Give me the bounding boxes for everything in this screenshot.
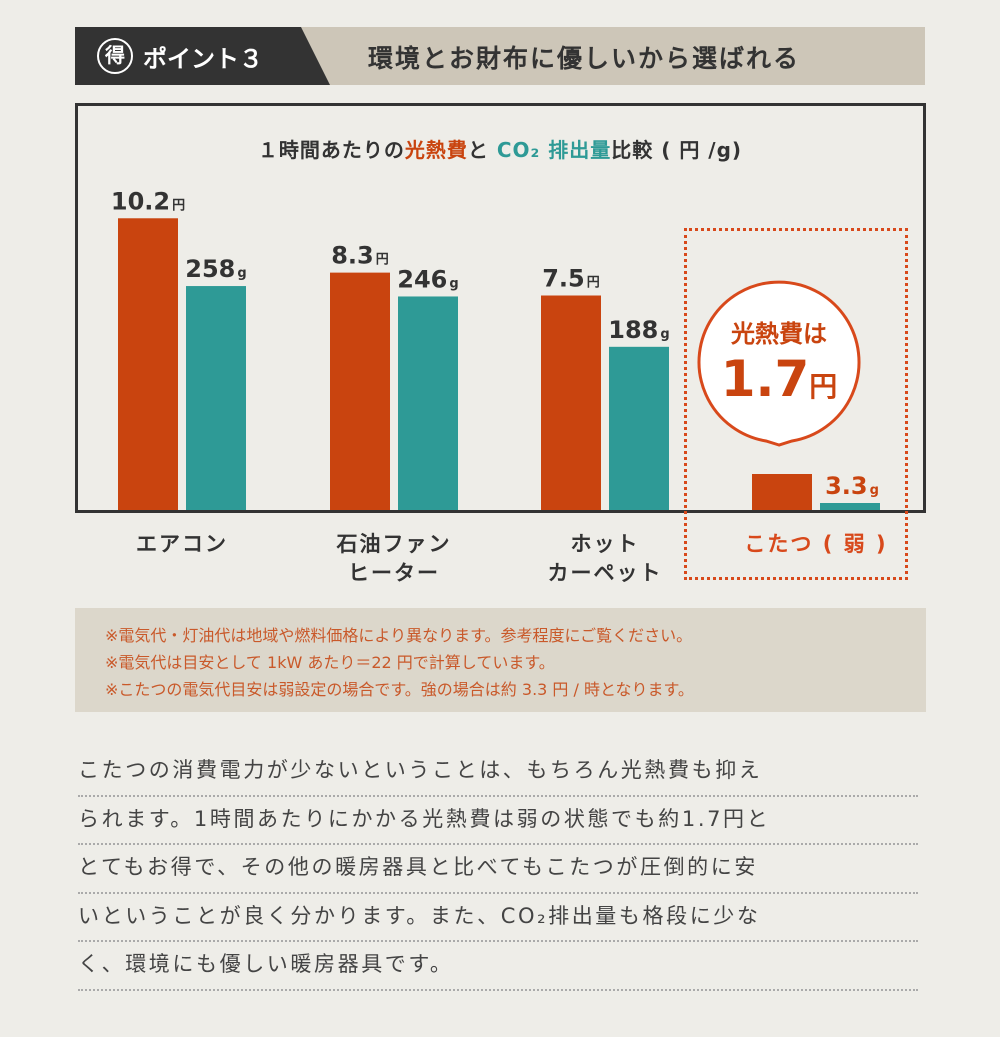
bar [609,346,669,510]
note: ※こたつの電気代目安は弱設定の場合です。強の場合は約 3.3 円 / 時となりま… [105,680,694,699]
chart-frame [75,103,926,513]
data-label: 246 g [397,265,458,293]
bar [820,503,880,510]
bar [752,474,812,510]
category-label: ホット カーペット [547,532,663,585]
title-suffix: 比較 ( 円 /g) [611,138,743,162]
paragraph-line: く、環境にも優しい暖房器具です。 [78,942,918,991]
paragraph-line: こたつの消費電力が少ないということは、もちろん光熱費も抑え [78,748,918,797]
title-mid: と [467,138,497,162]
data-label: 3.3 g [825,472,879,500]
notes-box: ※電気代・灯油代は地域や燃料価格により異なります。参考程度にご覧ください。 ※電… [75,608,926,712]
data-label: 8.3 円 [331,242,389,270]
category-label: エアコン [136,532,228,556]
body-paragraph: こたつの消費電力が少ないということは、もちろん光熱費も抑え られます。1時間あた… [78,748,918,991]
note: ※電気代は目安として 1kW あたり＝22 円で計算しています。 [105,653,555,672]
callout-number: 1.7 [720,350,810,408]
title-co2: CO₂ 排出量 [496,138,612,162]
point-label: ポイント３ [143,45,263,73]
paragraph-line: とてもお得で、その他の暖房器具と比べてもこたつが圧倒的に安 [78,845,918,894]
callout-unit: 円 [809,370,838,403]
chart-title: １時間あたりの光熱費と CO₂ 排出量比較 ( 円 /g) [0,134,1000,163]
title-cost: 光熱費 [404,138,468,162]
note: ※電気代・灯油代は地域や燃料価格により異なります。参考程度にご覧ください。 [105,626,693,645]
section-header: 得 ポイント３ 環境とお財布に優しいから選ばれる [75,27,925,85]
category-label: 石油ファン ヒーター [336,532,452,585]
data-label: 188 g [608,316,669,344]
callout-value: 1.7円 [699,350,859,408]
section-title: 環境とお財布に優しいから選ばれる [368,44,801,73]
title-prefix: １時間あたりの [257,138,405,162]
bar [330,272,390,510]
data-label: 258 g [185,255,246,283]
data-label: 10.2 円 [111,187,185,215]
toku-badge-icon: 得 [97,38,133,74]
category-label: こたつ ( 弱 ) [744,532,888,556]
callout-bubble [697,280,861,447]
bar [118,218,178,510]
paragraph-line: いということが良く分かります。また、CO₂排出量も格段に少な [78,894,918,942]
bar [186,286,246,510]
bar [398,296,458,510]
bar [541,295,601,510]
callout-label: 光熱費は [731,320,827,348]
paragraph-line: られます。1時間あたりにかかる光熱費は弱の状態でも約1.7円と [78,797,918,845]
highlight-frame [684,228,908,580]
data-label: 7.5 円 [542,265,600,293]
